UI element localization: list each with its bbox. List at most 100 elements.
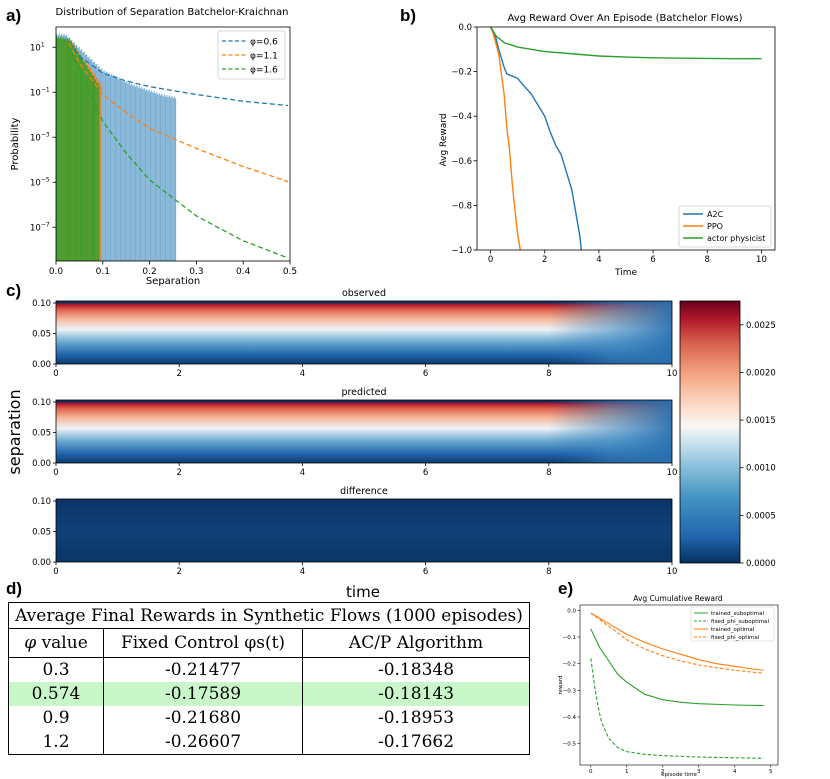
x-tick-label: 0	[488, 255, 493, 265]
histogram-bar	[61, 38, 63, 261]
table-cell: -0.17662	[302, 730, 530, 755]
histogram-bar	[56, 36, 57, 261]
histogram-bar	[64, 37, 66, 261]
histogram-bar	[83, 62, 85, 261]
histogram-bar	[117, 78, 119, 261]
series-line	[61, 39, 289, 107]
y-tick-label: −0.4	[451, 112, 472, 122]
x-tick-label: 0.2	[142, 267, 156, 277]
y-tick-label: 0.0	[567, 608, 576, 614]
chart-e-x-axis: 0 1 2 3 4 5	[589, 765, 773, 775]
histogram-bar	[124, 82, 127, 261]
chart-a-frame	[55, 26, 291, 262]
x-tick-label: 2	[176, 369, 181, 379]
histogram-bar	[127, 83, 129, 261]
legend-label: fixed_phi_suboptimal	[711, 619, 770, 625]
histogram-bar	[170, 97, 172, 261]
histogram-bar	[82, 58, 84, 261]
histogram-bar	[137, 87, 139, 261]
histogram-bar	[101, 68, 103, 261]
heatmap-fade	[56, 400, 672, 463]
histogram-bar	[167, 97, 169, 261]
histogram-bar	[69, 40, 71, 261]
x-tick-label: 2	[176, 567, 181, 577]
y-tick-label: 10−7	[30, 221, 50, 233]
y-tick-label: 0.00	[32, 459, 51, 469]
histogram-bar	[121, 78, 123, 261]
x-tick-label: 0.4	[236, 267, 251, 277]
colorbar-tick-label: 0.0000	[746, 559, 776, 569]
histogram-bar	[95, 77, 97, 261]
y-tick-label: −0.4	[563, 715, 577, 721]
histogram-bar	[77, 51, 79, 261]
y-tick-label: 10−3	[30, 131, 50, 143]
y-tick-label: −0.8	[451, 201, 472, 211]
histogram-bar	[71, 41, 73, 261]
x-tick-label: 10	[756, 255, 767, 265]
chart-e-title: Avg Cumulative Reward	[633, 594, 723, 603]
histogram-bar	[138, 86, 140, 261]
chart-b-xlabel: Time	[614, 268, 637, 278]
histogram-bar	[57, 38, 59, 261]
chart-e-xlabel: episode time	[661, 772, 697, 778]
heatmap-image	[56, 499, 672, 562]
y-tick-label: 0.05	[32, 429, 51, 439]
histogram-bar	[157, 94, 159, 261]
histogram-bar	[78, 55, 80, 261]
x-tick-label: 4	[300, 567, 305, 577]
histogram-bar	[152, 92, 154, 261]
histogram-bar	[108, 72, 110, 261]
histogram-bar	[72, 44, 74, 261]
table-header-phi-text: value	[41, 633, 88, 653]
histogram-bar	[66, 37, 68, 261]
chart-e-y-axis: 0.0 −0.1 −0.2 −0.3 −0.4 −0.5	[563, 608, 580, 748]
y-tick-label: −0.5	[563, 742, 577, 748]
histogram-bar	[68, 41, 70, 261]
chart-b-title: Avg Reward Over An Episode (Batchelor Fl…	[507, 13, 742, 24]
colorbar-tick-label: 0.0025	[746, 321, 776, 331]
table-header-acp: AC/P Algorithm	[302, 628, 530, 658]
table-row: 1.2 -0.26607 -0.17662	[8, 730, 530, 755]
x-tick-label: 2	[661, 769, 665, 775]
chart-a-histograms	[56, 33, 177, 261]
y-tick-label: −0.2	[451, 68, 472, 78]
chart-b-legend: A2C PPO actor physicist	[678, 205, 772, 248]
x-tick-label: 4	[300, 369, 305, 379]
histogram-bar	[168, 95, 170, 261]
chart-b: Avg Reward Over An Episode (Batchelor Fl…	[439, 13, 776, 278]
histogram-bar	[154, 93, 157, 261]
x-tick-label: 2	[176, 468, 181, 478]
heatmap-fade	[56, 301, 672, 364]
legend-label: φ=1.1	[250, 52, 278, 62]
panel-letter-a: a)	[6, 6, 21, 25]
histogram-bar	[134, 86, 137, 261]
histogram-bar	[90, 72, 92, 261]
table-cell: -0.18143	[302, 682, 530, 706]
histogram-bar	[86, 65, 88, 261]
chart-e-lines	[590, 612, 764, 759]
histogram-bar	[126, 81, 128, 261]
histogram-bar	[114, 77, 117, 261]
histogram-bar	[153, 91, 155, 261]
histogram-bar	[158, 93, 160, 261]
histogram-bar	[172, 97, 174, 261]
histogram-bar	[69, 38, 71, 261]
y-tick-label: −0.1	[563, 635, 576, 641]
histogram-bar	[146, 89, 148, 261]
chart-a-legend: φ=0.6 φ=1.1 φ=1.6	[217, 30, 286, 80]
x-tick-label: 4	[300, 468, 305, 478]
panel-letter-c: c)	[6, 281, 21, 300]
histogram-bar	[133, 84, 135, 261]
heatmap-observed: observed 0 2 4 6 8 10 0.00 0.05 0.10	[32, 288, 677, 379]
histogram-bar	[58, 36, 60, 261]
histogram-bar	[102, 71, 104, 261]
y-tick-label: 0.00	[32, 558, 51, 568]
histogram-bar	[87, 68, 89, 261]
chart-e: Avg Cumulative Reward 0 1 2 3 4 5 0.0 −0.1 −0.2…	[558, 594, 779, 778]
series-line	[590, 628, 764, 707]
histogram-bar	[96, 82, 98, 261]
series-line	[61, 39, 289, 183]
histogram-bar	[104, 72, 106, 261]
series-line	[61, 39, 289, 259]
histogram-bar	[163, 94, 165, 261]
